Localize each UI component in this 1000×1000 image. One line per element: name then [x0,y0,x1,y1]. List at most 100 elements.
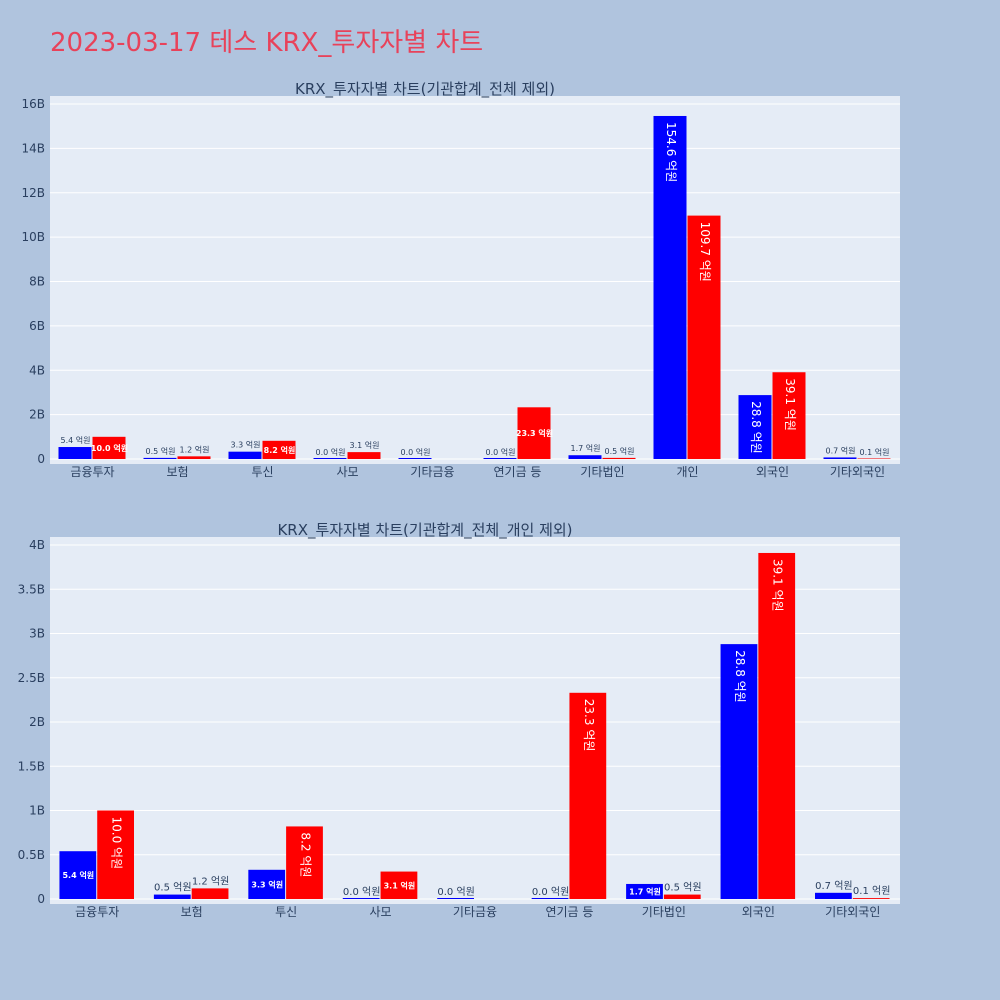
bar [738,395,772,459]
bar [398,458,432,459]
bar [857,458,891,459]
bar [483,458,517,459]
y-tick-label: 3.5B [18,582,45,596]
bar-value-label: 0.5 억원 [605,446,635,456]
bar [92,436,126,459]
bar-value-label: 0.0 억원 [437,886,474,898]
bar [720,644,758,899]
x-tick-label: 기타법인 [580,465,624,479]
x-tick-label: 보험 [166,465,188,479]
bar-value-label: 3.1 억원 [384,880,416,890]
bar-value-label: 0.1 억원 [853,885,890,897]
bar [262,440,296,459]
y-tick-label: 14B [21,141,45,155]
y-tick-label: 1B [29,804,45,818]
y-tick-label: 6B [29,319,45,333]
bar-value-label: 3.1 억원 [350,440,380,450]
bar-value-label: 8.2 억원 [264,445,296,455]
bar [286,826,323,899]
bar [177,456,211,459]
bar-value-label: 28.8 억원 [733,650,747,703]
bar-value-label: 0.0 억원 [316,447,346,457]
bar [248,869,286,899]
bar-value-label: 23.3 억원 [582,699,596,752]
bar [313,458,347,459]
y-tick-label: 0 [37,892,45,906]
bar-value-label: 0.0 억원 [532,886,569,898]
bar [663,894,701,899]
bar [602,457,636,459]
x-tick-label: 기타외국인 [825,905,880,919]
bar [58,447,92,459]
bar [153,894,191,899]
x-tick-label: 기타외국인 [830,465,885,479]
bar [437,898,474,899]
bar-value-label: 1.7 억원 [629,886,661,896]
bar-value-label: 3.3 억원 [231,440,261,450]
bar [626,883,663,899]
bar-value-label: 1.2 억원 [180,444,210,454]
bar [653,115,687,459]
x-tick-label: 외국인 [742,905,775,919]
y-tick-label: 12B [21,186,45,200]
bar-value-label: 0.7 억원 [826,445,856,455]
bar-value-label: 0.5 억원 [146,446,176,456]
x-tick-label: 기타금융 [410,465,454,479]
bar-value-label: 1.2 억원 [192,875,229,887]
x-tick-label: 기타금융 [453,905,497,919]
x-tick-label: 사모 [370,905,392,919]
bar-value-label: 0.0 억원 [343,886,380,898]
x-tick-label: 개인 [676,465,698,479]
bar [569,692,607,899]
bar-value-label: 0.5 억원 [154,882,191,894]
bar [380,871,418,899]
y-tick-label: 1.5B [18,759,45,773]
chart-1: 0 2B 4B 6B 8B 10B 12B 14B 16B KRX_투자자별 차트(기관합계_전체… [21,80,900,479]
y-tick-label: 4B [29,363,45,377]
x-tick-label: 금융투자 [70,465,114,479]
bar [758,552,796,899]
y-tick-label: 10B [21,230,45,244]
y-tick-label: 2B [29,408,45,422]
bar-value-label: 5.4 억원 [61,435,91,445]
bar-value-label: 0.0 억원 [401,447,431,457]
bar-value-label: 109.7 억원 [698,222,712,282]
bar-value-label: 39.1 억원 [783,378,797,431]
bar-value-label: 10.0 억원 [91,443,128,453]
bar [59,851,97,899]
bar-value-label: 0.1 억원 [860,447,890,457]
bar-value-label: 23.3 억원 [516,428,553,438]
chart-2: 0 0.5B 1B 1.5B 2B 2.5B 3B 3.5B 4B KRX_투자자별 차트(기관합… [18,521,900,919]
chart-title: KRX_투자자별 차트(기관합계_전체_개인 제외) [277,521,572,540]
bar-value-label: 154.6 억원 [664,122,678,182]
bar [772,372,806,459]
bar-value-label: 5.4 억원 [62,870,94,880]
bar [568,455,602,459]
y-tick-label: 16B [21,97,45,111]
x-tick-label: 투신 [275,905,297,919]
x-tick-label: 투신 [251,465,273,479]
x-tick-label: 금융투자 [75,905,119,919]
bar [191,888,229,899]
bar [342,898,380,899]
y-tick-label: 2B [29,715,45,729]
bar-value-label: 0.5 억원 [664,882,701,894]
bar-value-label: 8.2 억원 [299,832,313,877]
y-tick-label: 2.5B [18,671,45,685]
bar [347,452,381,459]
bar-value-label: 10.0 억원 [110,817,124,870]
bar [687,215,721,459]
y-tick-label: 0.5B [18,848,45,862]
bar [143,457,177,459]
bar [517,407,551,459]
bar [815,892,852,899]
bar [97,810,134,899]
bar-value-label: 0.0 억원 [486,447,516,457]
bar [228,451,262,459]
bar-value-label: 3.3 억원 [251,879,283,889]
x-tick-label: 기타법인 [642,905,686,919]
bar-value-label: 28.8 억원 [749,401,763,454]
x-tick-label: 보험 [181,905,203,919]
x-tick-label: 연기금 등 [545,905,593,919]
